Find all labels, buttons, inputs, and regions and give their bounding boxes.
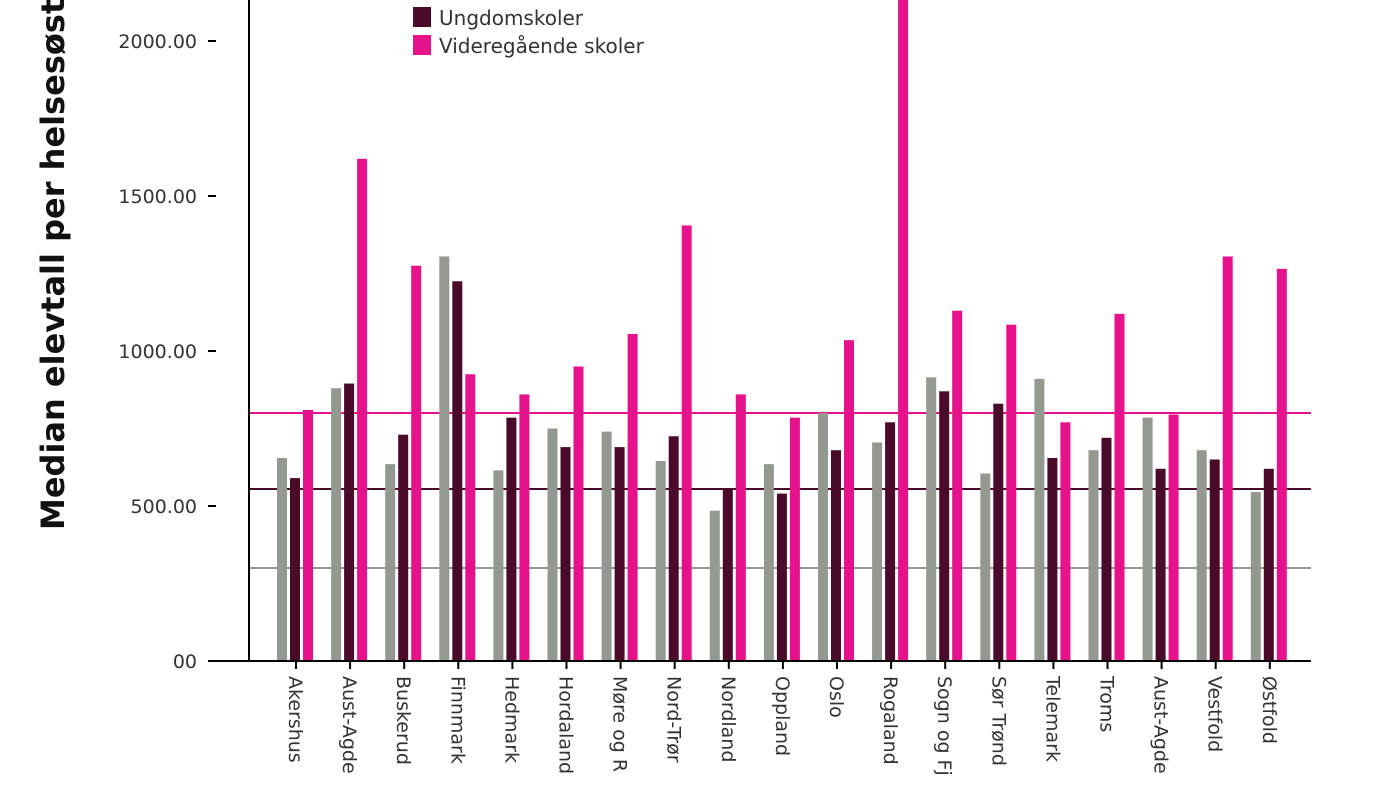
x-tick-label: Aust-Agde <box>1150 676 1172 774</box>
x-tick-label: Møre og R <box>609 676 631 772</box>
bar <box>385 464 396 661</box>
bar <box>614 447 625 661</box>
bar <box>303 409 313 661</box>
bar <box>344 383 355 661</box>
x-tick-label: Aust-Agde <box>338 676 360 774</box>
bar <box>506 417 517 661</box>
x-tick-label: Finnmark <box>446 676 468 764</box>
bar <box>573 366 584 661</box>
x-tick-label: Nordland <box>717 676 739 762</box>
bar <box>1101 437 1112 661</box>
bar <box>993 403 1004 661</box>
bar <box>439 256 450 661</box>
bar <box>519 394 530 661</box>
bar <box>939 391 950 661</box>
bar <box>290 478 300 661</box>
legend-swatch <box>413 35 431 55</box>
bar <box>709 510 720 661</box>
legend-label: Ungdomskoler <box>439 6 584 30</box>
bars <box>277 0 1287 662</box>
bar <box>818 413 828 661</box>
x-tick-label: Rogaland <box>879 676 901 765</box>
bar <box>655 461 666 661</box>
bar <box>1168 414 1179 661</box>
x-tick-labels: Akershus Aust-Agde Buskerud Finnmark Hedmark… <box>284 661 1280 776</box>
bar <box>1114 313 1125 661</box>
x-tick-label: Hedmark <box>500 676 522 763</box>
x-tick-label: Østfold <box>1258 676 1280 744</box>
bar <box>601 431 612 661</box>
bar <box>681 225 692 661</box>
y-tick-label: 2000.00 <box>118 31 197 53</box>
bar <box>1263 468 1274 661</box>
bar <box>789 417 800 661</box>
bar <box>776 493 787 661</box>
bar <box>1006 324 1017 661</box>
bar <box>560 447 571 661</box>
bar <box>1060 422 1071 661</box>
bar <box>627 333 638 661</box>
bar <box>1034 378 1045 661</box>
bar <box>980 473 991 661</box>
x-tick-label: Oppland <box>771 676 793 756</box>
x-tick-label: Sør Trønd <box>987 676 1009 766</box>
bar <box>926 377 937 661</box>
bar <box>1155 468 1166 661</box>
bar <box>277 457 287 661</box>
bar <box>1196 450 1207 661</box>
y-tick-label: 1500.00 <box>118 186 197 208</box>
legend: Ungdomskoler Videregående skoler <box>413 6 645 58</box>
bar <box>1142 417 1153 661</box>
bar <box>452 281 463 661</box>
x-tick-label: Sogn og Fj <box>933 676 955 776</box>
bar <box>1209 459 1220 661</box>
y-tick-label: 00 <box>173 651 197 673</box>
bar <box>763 464 774 661</box>
legend-swatch <box>413 7 431 27</box>
y-tick-label: 1000.00 <box>118 341 197 363</box>
axes <box>208 0 1311 662</box>
bar <box>547 428 558 661</box>
bar <box>398 434 409 661</box>
bar <box>1250 492 1261 661</box>
x-tick-label: Nord-Trør <box>663 676 685 763</box>
bar <box>411 265 422 661</box>
x-tick-label: Telemark <box>1041 675 1063 762</box>
bar <box>1047 457 1058 661</box>
bar <box>668 436 679 661</box>
y-ticks: 00 500.00 1000.00 1500.00 2000.00 <box>118 31 216 673</box>
y-tick-label: 500.00 <box>131 496 197 518</box>
bar <box>722 488 733 661</box>
bar <box>735 394 746 661</box>
bar <box>1222 256 1233 661</box>
legend-label: Videregående skoler <box>439 34 645 58</box>
x-tick-label: Vestfold <box>1204 676 1226 752</box>
bar <box>357 158 368 662</box>
y-axis-label: Median elevtall per helsesøster <box>34 0 72 530</box>
bar <box>493 470 504 661</box>
bar <box>1088 450 1099 661</box>
x-tick-label: Buskerud <box>392 676 414 765</box>
bar <box>465 374 476 661</box>
bar <box>831 450 841 661</box>
bar <box>885 422 896 661</box>
bar <box>1276 268 1287 661</box>
x-tick-label: Akershus <box>284 676 306 763</box>
bar <box>872 442 883 661</box>
bar <box>952 310 963 661</box>
bar <box>331 388 342 661</box>
x-tick-label: Troms <box>1096 675 1118 732</box>
bar <box>898 0 909 661</box>
x-tick-label: Hordaland <box>555 676 577 774</box>
bar <box>844 340 854 661</box>
x-tick-label: Oslo <box>825 676 847 718</box>
